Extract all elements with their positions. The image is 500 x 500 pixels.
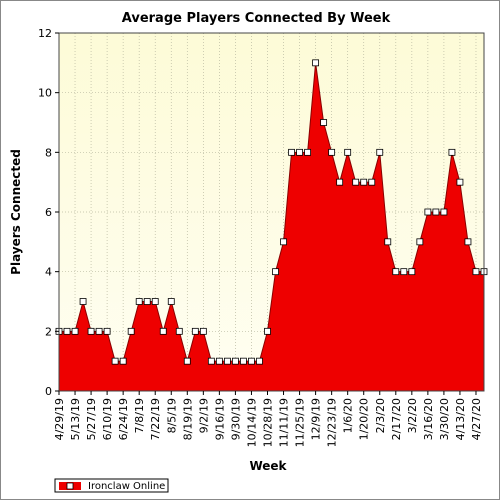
data-point — [63, 327, 71, 335]
x-tick-label: 7/22/19 — [149, 398, 162, 440]
data-point — [175, 327, 183, 335]
x-tick-label: 8/19/19 — [181, 398, 194, 440]
data-point — [71, 327, 79, 335]
data-point — [432, 208, 440, 216]
x-tick-label: 5/13/19 — [69, 398, 82, 440]
y-tick-label: 12 — [38, 27, 52, 40]
data-point — [384, 238, 392, 246]
data-point — [215, 357, 223, 365]
x-tick-label: 3/2/20 — [406, 398, 419, 433]
data-point — [111, 357, 119, 365]
data-point — [424, 208, 432, 216]
data-point — [440, 208, 448, 216]
legend-marker — [66, 482, 74, 490]
x-tick-label: 1/6/20 — [342, 398, 355, 433]
data-point — [256, 357, 263, 365]
y-axis-ticks: 0 2 4 6 8 10 12 — [38, 27, 59, 398]
data-point — [151, 298, 159, 305]
x-tick-label: 9/2/19 — [197, 398, 210, 433]
data-point — [264, 327, 271, 335]
data-point — [288, 148, 295, 156]
data-point — [472, 268, 480, 276]
data-point — [456, 178, 464, 186]
data-point — [207, 357, 215, 365]
x-tick-label: 5/27/19 — [85, 398, 98, 440]
x-tick-label: 12/23/19 — [326, 398, 339, 447]
data-point — [159, 327, 167, 335]
data-point — [448, 148, 456, 156]
data-point — [135, 298, 143, 305]
data-point — [103, 327, 111, 335]
data-point — [296, 148, 303, 156]
data-point — [199, 327, 207, 335]
x-tick-label: 11/25/19 — [294, 398, 307, 447]
data-point — [191, 327, 199, 335]
x-tick-label: 6/24/19 — [117, 398, 130, 440]
data-point — [304, 148, 311, 156]
x-tick-label: 3/16/20 — [422, 398, 435, 440]
y-tick-label: 0 — [45, 385, 52, 398]
x-tick-label: 3/30/20 — [438, 398, 451, 440]
data-point — [352, 178, 360, 186]
x-axis-ticks: 4/29/19 5/13/19 5/27/19 6/10/19 6/24/19 7/8/1… — [53, 391, 483, 447]
x-tick-label: 2/17/20 — [390, 398, 403, 440]
x-tick-label: 6/10/19 — [101, 398, 114, 440]
legend-box — [54, 478, 169, 493]
x-tick-label: 4/27/20 — [470, 398, 483, 440]
data-point — [328, 148, 336, 156]
data-point — [320, 119, 328, 126]
data-point — [223, 357, 231, 365]
x-tick-label: 1/20/20 — [358, 398, 371, 440]
data-point — [464, 238, 472, 246]
data-point — [392, 268, 400, 276]
data-point — [280, 238, 287, 246]
chart-title: Average Players Connected By Week — [122, 11, 391, 26]
data-point — [248, 357, 255, 365]
x-tick-label: 4/13/20 — [454, 398, 467, 440]
y-tick-label: 2 — [45, 325, 52, 338]
data-markers — [55, 59, 488, 365]
legend-label: Ironclaw Online — [88, 481, 165, 492]
data-point — [360, 178, 368, 186]
data-point — [183, 357, 191, 365]
data-point — [416, 238, 424, 246]
data-point — [143, 298, 151, 305]
data-point — [368, 178, 376, 186]
x-tick-label: 11/11/19 — [278, 398, 291, 447]
x-tick-label: 9/16/19 — [213, 398, 226, 440]
data-point — [119, 357, 127, 365]
y-tick-label: 6 — [45, 206, 52, 219]
x-tick-label: 9/30/19 — [229, 398, 242, 440]
data-point — [79, 298, 87, 305]
y-tick-label: 4 — [45, 266, 52, 279]
data-point — [312, 59, 320, 67]
data-point — [127, 327, 135, 335]
legend: Ironclaw Online — [54, 478, 169, 493]
data-point — [232, 357, 239, 365]
x-tick-label: 10/28/19 — [261, 398, 274, 447]
x-tick-label: 2/3/20 — [374, 398, 387, 433]
data-point — [344, 148, 352, 156]
y-tick-label: 10 — [38, 87, 52, 100]
data-point — [240, 357, 247, 365]
data-point — [167, 298, 175, 305]
data-point — [376, 148, 384, 156]
y-axis-title: Players Connected — [9, 149, 23, 275]
x-tick-label: 8/5/19 — [165, 398, 178, 433]
data-point — [95, 327, 103, 335]
x-tick-label: 4/29/19 — [53, 398, 66, 440]
data-point — [336, 178, 344, 186]
data-point — [408, 268, 416, 276]
x-tick-label: 12/9/19 — [310, 398, 323, 440]
x-tick-label: 10/14/19 — [245, 398, 258, 447]
data-point — [272, 268, 279, 276]
x-tick-label: 7/8/19 — [133, 398, 146, 433]
data-point — [87, 327, 95, 335]
y-tick-label: 8 — [45, 146, 52, 159]
x-axis-title: Week — [249, 459, 287, 473]
data-point — [400, 268, 408, 276]
